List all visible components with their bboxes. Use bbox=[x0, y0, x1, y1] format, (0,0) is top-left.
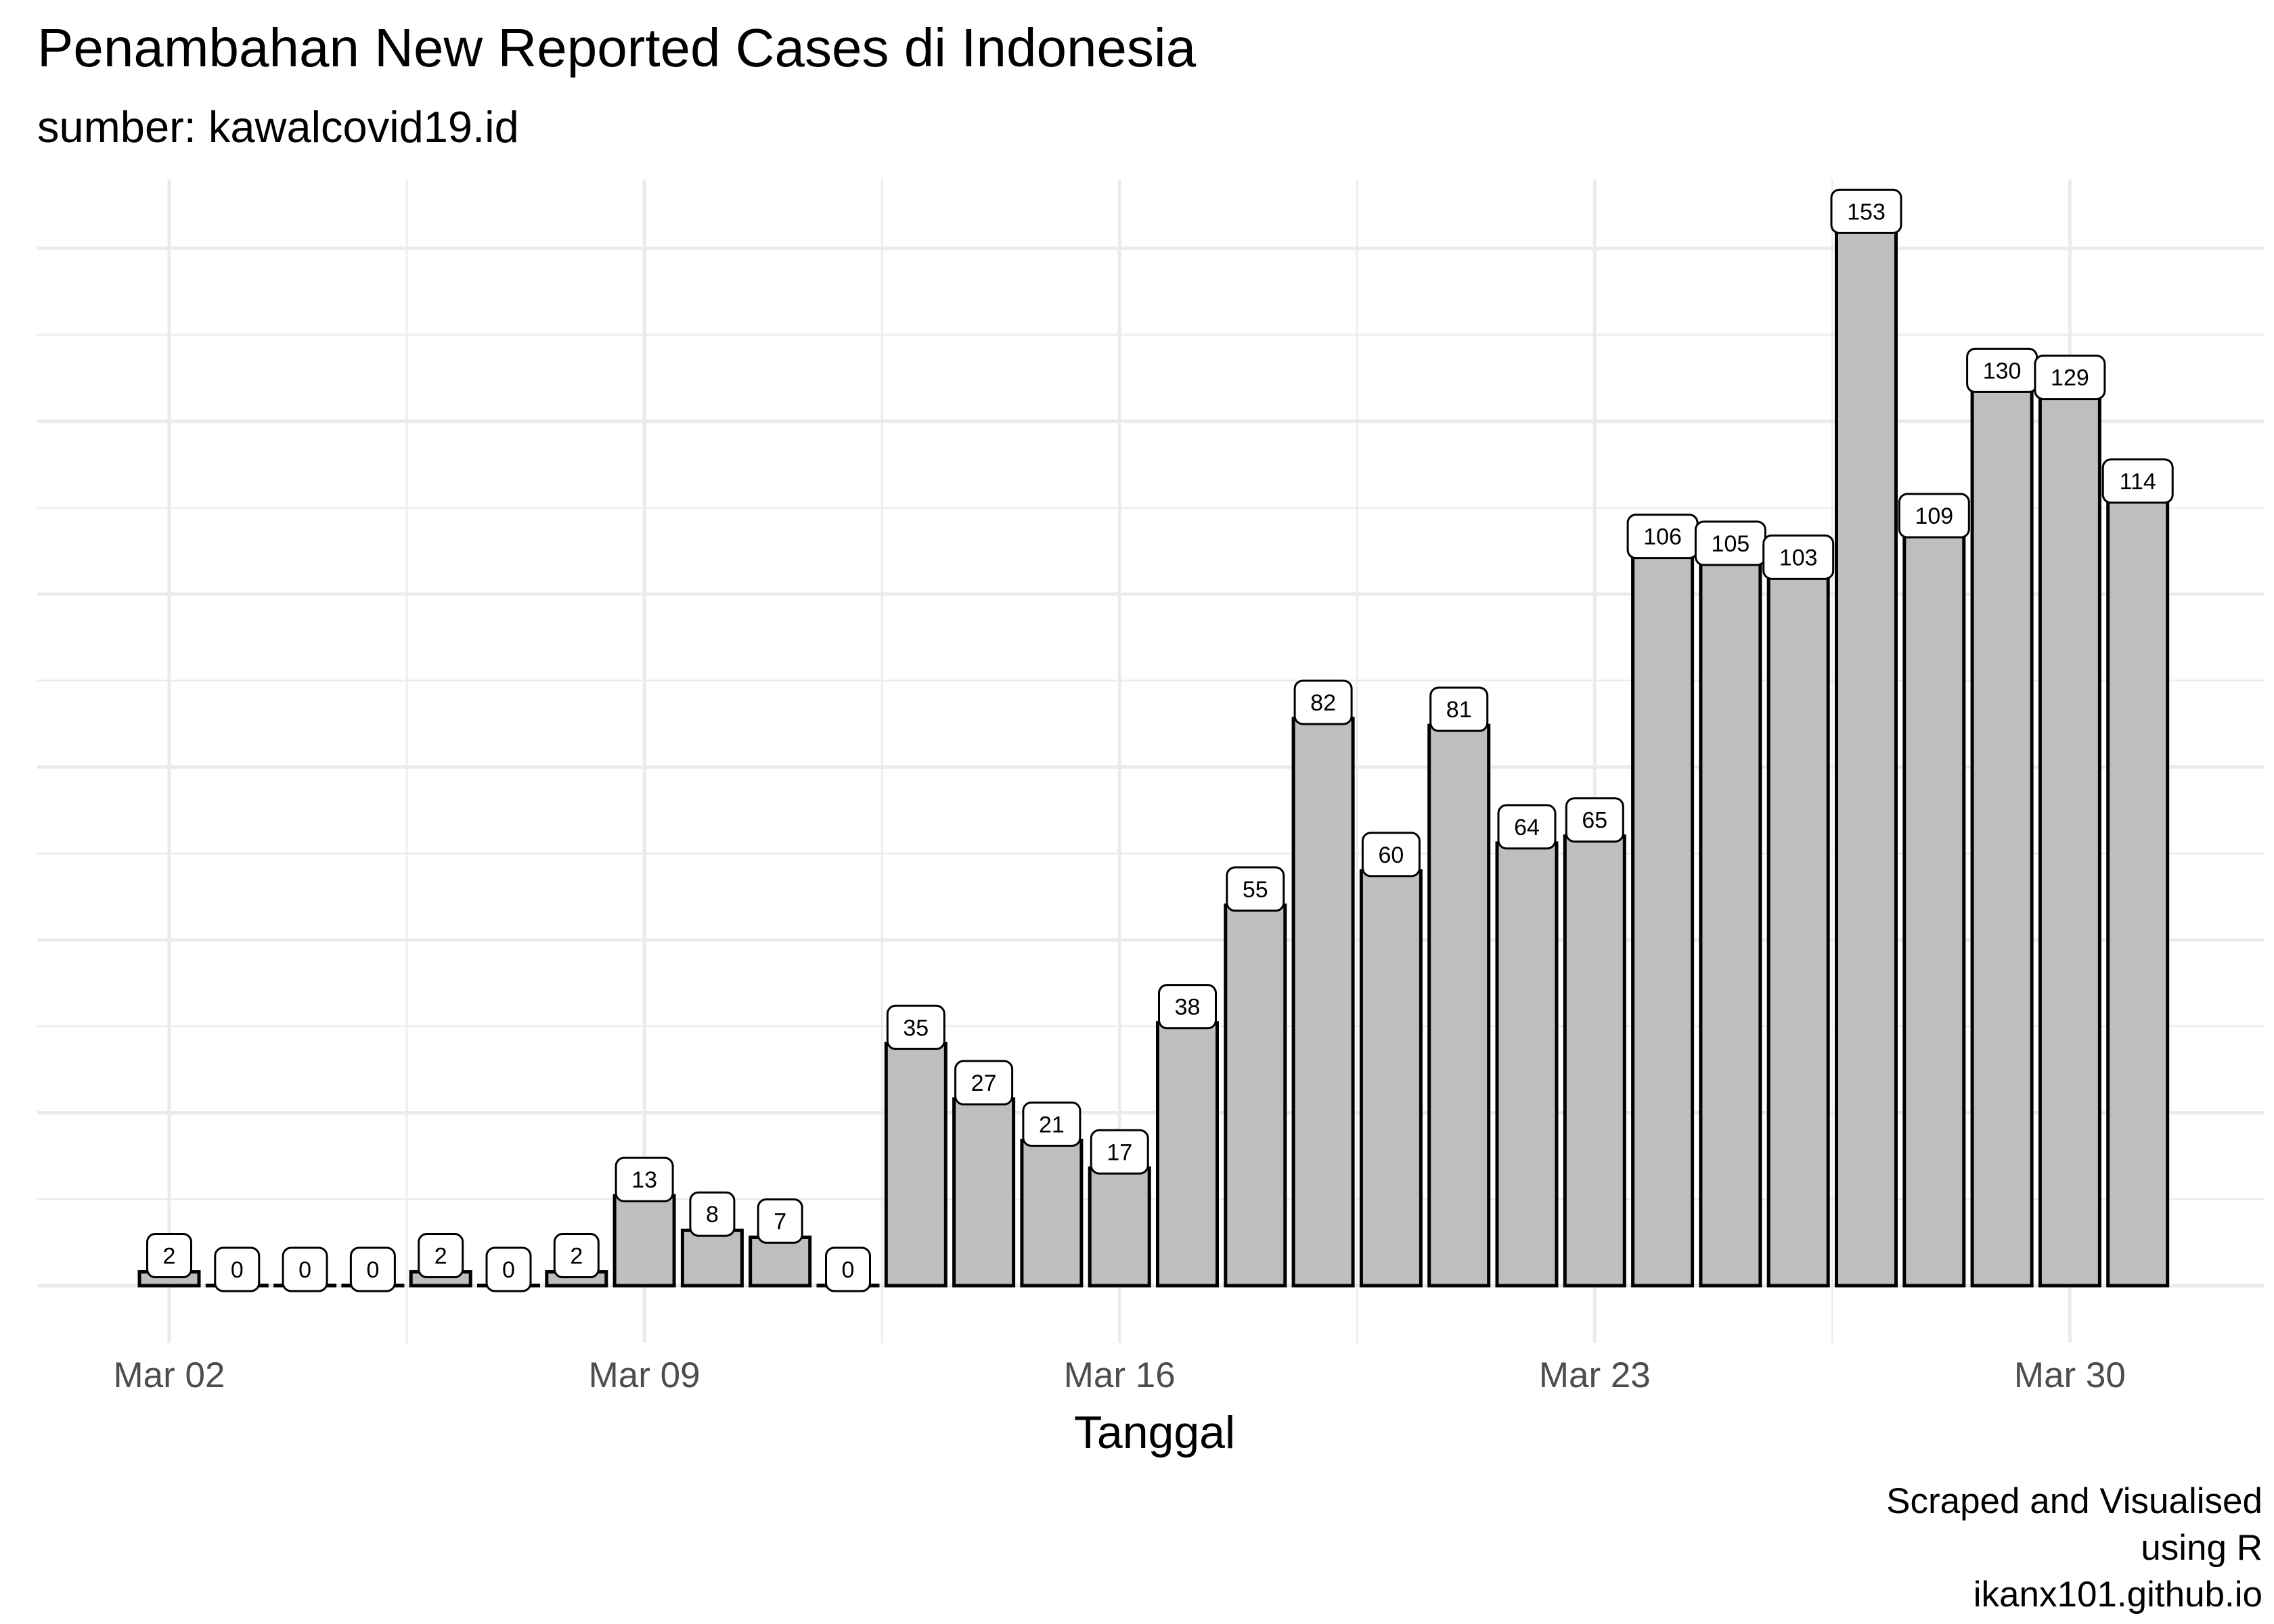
data-label-box bbox=[485, 1246, 532, 1292]
data-label: 82 bbox=[1310, 690, 1336, 716]
data-label: 21 bbox=[1039, 1112, 1065, 1137]
data-label: 17 bbox=[1107, 1140, 1132, 1165]
bar bbox=[1835, 225, 1898, 1288]
data-label: 27 bbox=[971, 1070, 997, 1096]
data-label: 2 bbox=[434, 1244, 447, 1269]
data-label: 65 bbox=[1582, 808, 1607, 834]
data-label: 106 bbox=[1643, 524, 1682, 550]
data-label-box bbox=[1226, 866, 1285, 912]
bar bbox=[1902, 530, 1966, 1288]
bar bbox=[952, 1097, 1016, 1288]
data-label-box bbox=[349, 1246, 396, 1292]
data-label-box bbox=[1361, 832, 1421, 878]
data-label: 130 bbox=[1983, 358, 2022, 384]
data-label-box bbox=[1830, 188, 1902, 234]
data-label-box bbox=[1158, 984, 1217, 1030]
data-label-box bbox=[1762, 534, 1835, 580]
bar bbox=[1563, 834, 1626, 1288]
bar bbox=[749, 1235, 812, 1288]
data-label-box bbox=[1293, 679, 1353, 725]
data-label-box bbox=[886, 1004, 945, 1050]
bar bbox=[1224, 903, 1287, 1288]
x-tick-label: Mar 16 bbox=[1064, 1355, 1176, 1395]
bar bbox=[1359, 869, 1423, 1288]
data-label-box bbox=[2034, 355, 2106, 401]
data-label: 153 bbox=[1847, 199, 1886, 225]
data-label: 13 bbox=[631, 1167, 657, 1193]
bar bbox=[1291, 717, 1355, 1288]
bar bbox=[2038, 392, 2101, 1288]
data-label: 0 bbox=[842, 1257, 855, 1283]
bar bbox=[1970, 384, 2034, 1288]
x-tick-labels: Mar 02 Mar 09 Mar 16 Mar 23 Mar 30 bbox=[114, 1355, 2126, 1395]
data-label: 7 bbox=[774, 1209, 786, 1234]
data-label-box bbox=[282, 1246, 328, 1292]
bar bbox=[2106, 495, 2170, 1288]
data-label: 38 bbox=[1175, 995, 1201, 1020]
bar bbox=[1427, 723, 1491, 1288]
data-label: 0 bbox=[231, 1257, 244, 1283]
data-label-box bbox=[825, 1246, 871, 1292]
data-label-box bbox=[553, 1233, 600, 1279]
x-tick-label: Mar 09 bbox=[589, 1355, 700, 1395]
data-label: 0 bbox=[366, 1257, 379, 1283]
data-label: 114 bbox=[2120, 469, 2156, 495]
bar bbox=[1020, 1138, 1084, 1288]
data-label: 2 bbox=[163, 1244, 176, 1269]
data-label: 81 bbox=[1446, 697, 1472, 723]
data-label-box bbox=[214, 1246, 261, 1292]
data-label-box bbox=[757, 1198, 803, 1244]
x-tick-label: Mar 23 bbox=[1539, 1355, 1651, 1395]
data-label: 8 bbox=[706, 1202, 719, 1227]
x-tick-label: Mar 02 bbox=[114, 1355, 225, 1395]
data-label-box bbox=[1090, 1129, 1149, 1175]
caption-line-1: Scraped and Visualised bbox=[1886, 1481, 2262, 1521]
data-label-box bbox=[1565, 797, 1624, 843]
minor-x-gridlines bbox=[405, 179, 1833, 1343]
data-labels: 2 0 0 0 2 0 2 13 8 7 0 35 27 21 17 38 55 82 60 81 64 65 106 105… bbox=[146, 188, 2174, 1292]
bar bbox=[612, 1194, 676, 1288]
caption-line-2: using R bbox=[2141, 1528, 2262, 1568]
bar bbox=[1156, 1021, 1219, 1288]
bars bbox=[137, 225, 2170, 1288]
data-label-box bbox=[1898, 493, 1970, 539]
data-label: 109 bbox=[1915, 503, 1953, 529]
data-label: 35 bbox=[903, 1015, 929, 1041]
data-label-box bbox=[146, 1233, 192, 1279]
bar bbox=[1631, 551, 1695, 1288]
chart-title: Penambahan New Reported Cases di Indones… bbox=[37, 18, 1197, 78]
data-label: 55 bbox=[1243, 877, 1268, 903]
data-label-box bbox=[1429, 686, 1489, 732]
data-label-box bbox=[2101, 458, 2174, 504]
data-label-box bbox=[689, 1191, 736, 1237]
bar bbox=[1766, 571, 1830, 1288]
caption-line-3: ikanx101.github.io bbox=[1974, 1575, 2262, 1615]
x-tick-label: Mar 30 bbox=[2014, 1355, 2126, 1395]
bar bbox=[680, 1228, 744, 1288]
data-label: 2 bbox=[570, 1244, 583, 1269]
chart-subtitle: sumber: kawalcovid19.id bbox=[37, 102, 519, 152]
x-axis-title: Tanggal bbox=[1074, 1407, 1235, 1458]
data-label: 129 bbox=[2051, 365, 2089, 391]
data-label: 60 bbox=[1378, 842, 1404, 868]
data-label-box bbox=[1022, 1101, 1082, 1147]
bar bbox=[1699, 558, 1762, 1288]
bar bbox=[1495, 841, 1559, 1288]
data-label-box bbox=[615, 1156, 674, 1202]
data-label: 105 bbox=[1712, 531, 1750, 557]
bar bbox=[1088, 1166, 1151, 1288]
data-label-box bbox=[1497, 804, 1557, 850]
data-label: 0 bbox=[298, 1257, 311, 1283]
data-label: 0 bbox=[502, 1257, 515, 1283]
data-label: 64 bbox=[1514, 815, 1540, 840]
bar bbox=[884, 1041, 948, 1288]
data-label: 103 bbox=[1779, 545, 1818, 570]
data-label-box bbox=[418, 1233, 464, 1279]
data-label-box bbox=[954, 1060, 1014, 1106]
